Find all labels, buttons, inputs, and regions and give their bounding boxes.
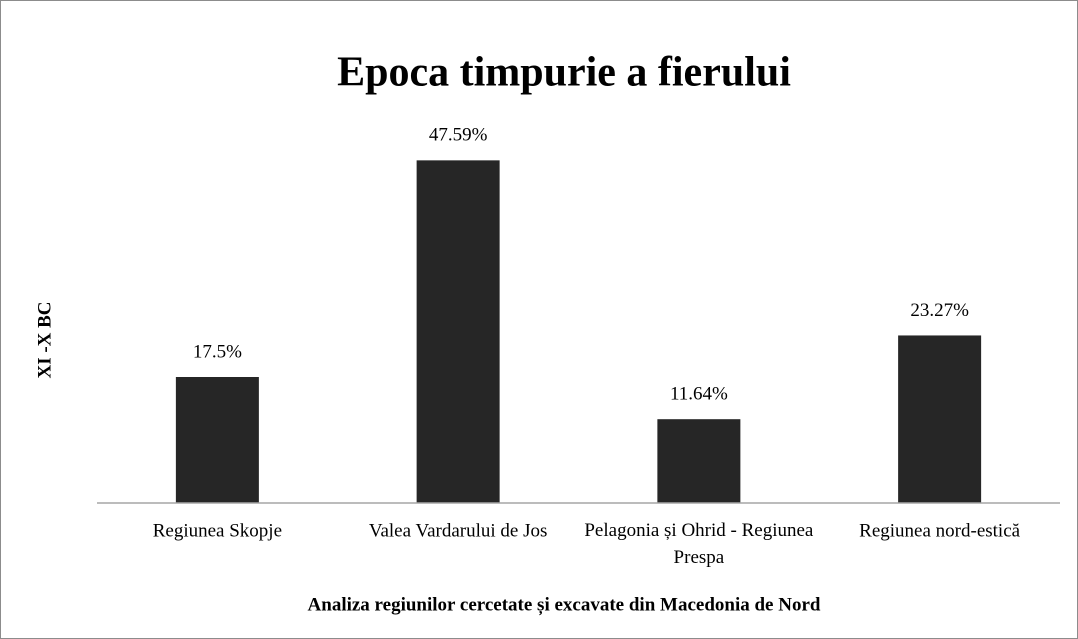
x-axis-title: Analiza regiunilor cercetate și excavate… (308, 594, 821, 615)
x-tick-label: Valea Vardarului de Jos (369, 520, 548, 541)
data-label: 17.5% (193, 341, 242, 362)
x-tick-label: Pelagonia și Ohrid - Regiunea Prespa (584, 520, 814, 568)
x-tick-label: Regiunea Skopje (153, 520, 282, 541)
bar (657, 419, 741, 503)
chart-title: Epoca timpurie a fierului (337, 50, 791, 96)
x-tick-label: Regiunea nord-estică (859, 520, 1020, 541)
data-label: 23.27% (910, 300, 969, 321)
data-label: 11.64% (670, 384, 728, 405)
bar (898, 335, 982, 503)
bar (175, 377, 259, 503)
data-label: 47.59% (429, 125, 488, 146)
y-axis-title: XI -X BC (34, 301, 55, 378)
bar (416, 160, 500, 504)
